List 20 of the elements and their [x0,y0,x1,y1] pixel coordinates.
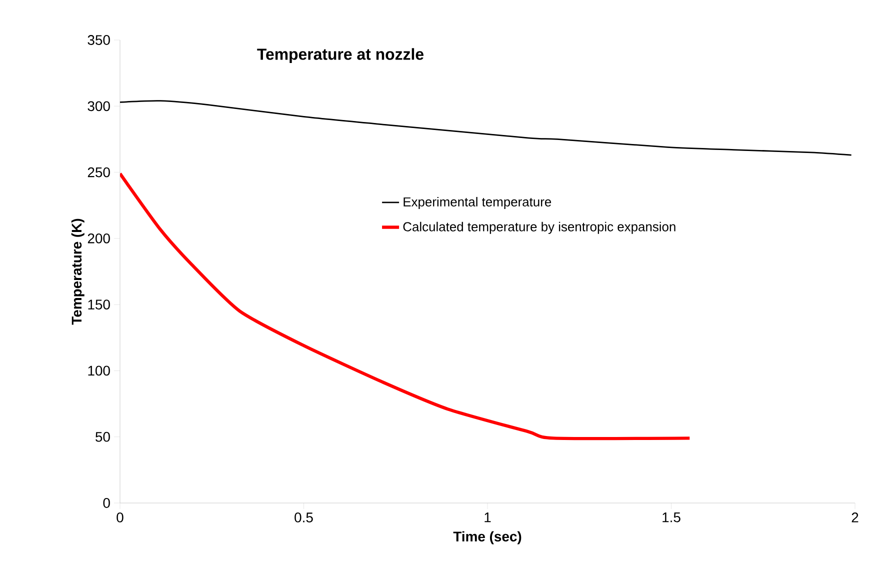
y-tick-label: 150 [88,300,110,310]
y-tick-label: 0 [103,498,110,508]
x-tick-label: 1 [484,512,491,522]
x-tick-label: 0.5 [294,512,313,522]
x-tick-label: 0 [116,512,124,522]
line-series [120,172,692,440]
y-tick-label: 350 [88,35,110,45]
x-axis-title: Time (sec) [453,531,522,544]
x-tick-label: 2 [852,512,858,522]
y-tick-label: 50 [96,432,110,442]
y-axis-title: Temperature (K) [71,218,84,325]
y-tick-label: 200 [88,233,110,244]
line-series [120,100,852,156]
legend-label: Experimental temperature [404,196,552,210]
y-tick-label: 300 [88,101,110,112]
y-tick-label: 100 [88,366,110,376]
y-tick-label: 250 [88,167,110,178]
chart-title: Temperature at nozzle [257,48,424,64]
legend-label: Calculated temperature by isentropic expansion [403,222,676,234]
x-tick-label: 1.5 [662,512,680,522]
